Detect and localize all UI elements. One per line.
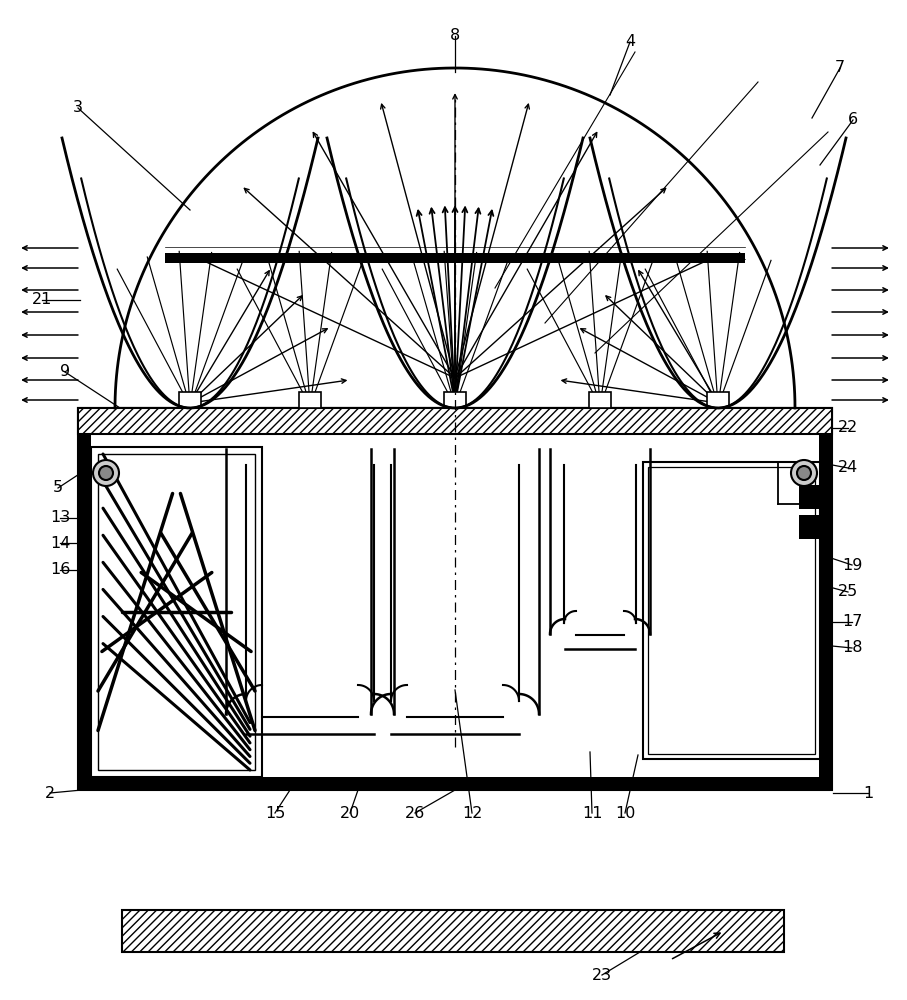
Text: 22: 22: [838, 420, 858, 436]
Text: 6: 6: [848, 112, 858, 127]
Circle shape: [797, 466, 811, 480]
Bar: [78, 408, 832, 434]
Text: 26: 26: [405, 806, 425, 820]
Text: 21: 21: [32, 292, 53, 308]
Text: 3: 3: [73, 101, 83, 115]
Text: 17: 17: [842, 614, 863, 630]
Text: 18: 18: [842, 641, 863, 656]
Text: 12: 12: [462, 806, 483, 820]
Text: 14: 14: [50, 536, 70, 550]
Text: 16: 16: [50, 562, 70, 578]
Bar: [819, 408, 832, 790]
Bar: [444, 392, 466, 408]
Bar: [179, 392, 201, 408]
Bar: [78, 408, 832, 790]
Bar: [299, 392, 321, 408]
Text: 23: 23: [592, 968, 612, 982]
Text: 7: 7: [835, 60, 845, 76]
Bar: [78, 777, 832, 790]
Bar: [165, 253, 745, 263]
Bar: [799, 485, 819, 509]
Text: 20: 20: [340, 806, 360, 820]
Text: 19: 19: [842, 558, 863, 572]
Text: 10: 10: [615, 806, 635, 820]
Bar: [707, 392, 729, 408]
Bar: [122, 910, 784, 952]
Bar: [589, 392, 611, 408]
Bar: [643, 462, 820, 759]
Text: 9: 9: [60, 364, 70, 379]
Text: 15: 15: [265, 806, 285, 820]
Bar: [91, 447, 262, 777]
Bar: [648, 467, 815, 754]
Text: 24: 24: [838, 460, 858, 476]
Circle shape: [99, 466, 113, 480]
Bar: [98, 454, 255, 770]
Text: 25: 25: [838, 584, 858, 599]
Bar: [799, 515, 819, 539]
Circle shape: [791, 460, 817, 486]
Circle shape: [93, 460, 119, 486]
Bar: [78, 408, 91, 790]
Text: 13: 13: [50, 510, 70, 526]
Bar: [78, 408, 832, 790]
Text: 1: 1: [863, 786, 873, 800]
Text: 11: 11: [581, 806, 602, 820]
Text: 2: 2: [45, 786, 55, 800]
Text: 4: 4: [625, 34, 635, 49]
Text: 5: 5: [53, 481, 63, 495]
Text: 8: 8: [450, 28, 460, 43]
